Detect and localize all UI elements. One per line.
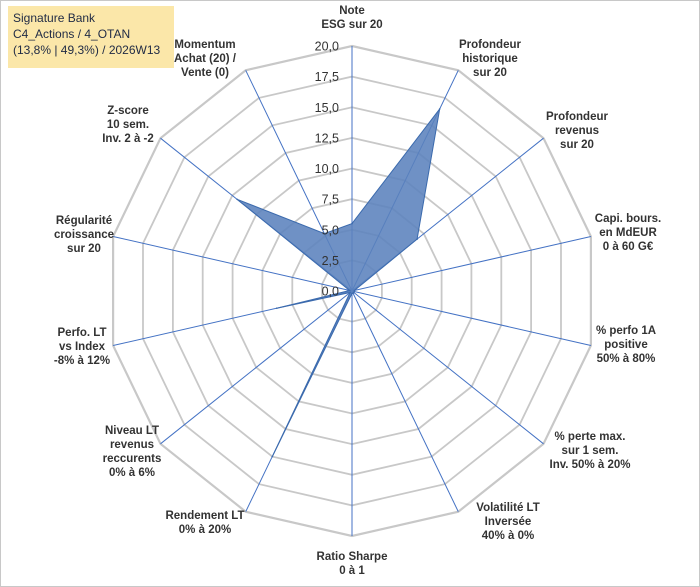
radar-series [236, 108, 441, 458]
axis-label-3: Profondeur revenus sur 20 [546, 111, 608, 151]
axis-spoke-10 [160, 290, 353, 445]
axis-label-12: Régularité croissance sur 20 [54, 215, 114, 255]
axis-label-11: Perfo. LT vs Index -8% à 12% [54, 327, 110, 367]
axis-label-6: % perte max. sur 1 sem. Inv. 50% à 20% [550, 431, 631, 471]
series-point-13 [236, 198, 238, 201]
axis-label-4: Capi. bours. en MdEUR 0 à 60 G€ [595, 213, 661, 253]
series-point-1 [351, 222, 353, 225]
axis-label-1: Note ESG sur 20 [321, 5, 382, 31]
axis-label-2: Profondeur historique sur 20 [459, 39, 521, 79]
axis-spoke-6 [351, 290, 544, 445]
axis-label-5: % perfo 1A positive 50% à 80% [596, 325, 656, 365]
axis-label-10: Niveau LT revenus reccurents 0% à 6% [103, 425, 162, 479]
score-period-label: (13,8% | 49,3%) / 2026W13 [13, 43, 161, 57]
axis-label-7: Volatilité LT Inversée 40% à 0% [476, 502, 539, 542]
axis-spoke-4 [351, 236, 592, 292]
series-point-2 [438, 108, 441, 110]
axis-spoke-12 [112, 236, 353, 292]
axis-spoke-5 [351, 290, 592, 346]
company-name: Signature Bank [13, 11, 96, 25]
axis-label-13: Z-score 10 sem. Inv. 2 à -2 [102, 105, 154, 145]
tick-label: 7,5 [322, 193, 339, 207]
tick-label: 10,0 [315, 162, 339, 176]
axis-label-14: Momentum Achat (20) / Vente (0) [174, 39, 237, 79]
tick-label: 5,0 [322, 223, 339, 237]
tick-label: 12,5 [315, 131, 339, 145]
series-point-11 [276, 307, 278, 310]
tick-label: 0,0 [322, 285, 339, 299]
series-point-14 [323, 232, 326, 235]
category-label: C4_Actions / 4_OTAN [13, 27, 131, 41]
radar-axis-labels: Note ESG sur 20 Profondeur historique sur 20… [54, 5, 661, 577]
tick-label: 2,5 [322, 254, 339, 268]
axis-label-9: Rendement LT 0% à 20% [165, 510, 244, 536]
series-point-10 [349, 291, 351, 294]
radar-tick-labels: 0,0 2,5 5,0 7,5 10,0 12,5 15,0 17,5 20,0 [315, 40, 339, 299]
title-box: Signature Bank C4_Actions / 4_OTAN (13,8… [8, 6, 174, 68]
tick-label: 17,5 [315, 70, 339, 84]
axis-label-8: Ratio Sharpe 0 à 1 [317, 551, 388, 577]
series-point-12 [348, 289, 351, 292]
series-point-9 [271, 455, 274, 458]
axis-spoke-7 [351, 290, 459, 512]
series-point-3 [416, 238, 418, 240]
tick-label: 15,0 [315, 101, 339, 115]
tick-label: 20,0 [315, 40, 339, 54]
series-point-8 [351, 292, 353, 295]
